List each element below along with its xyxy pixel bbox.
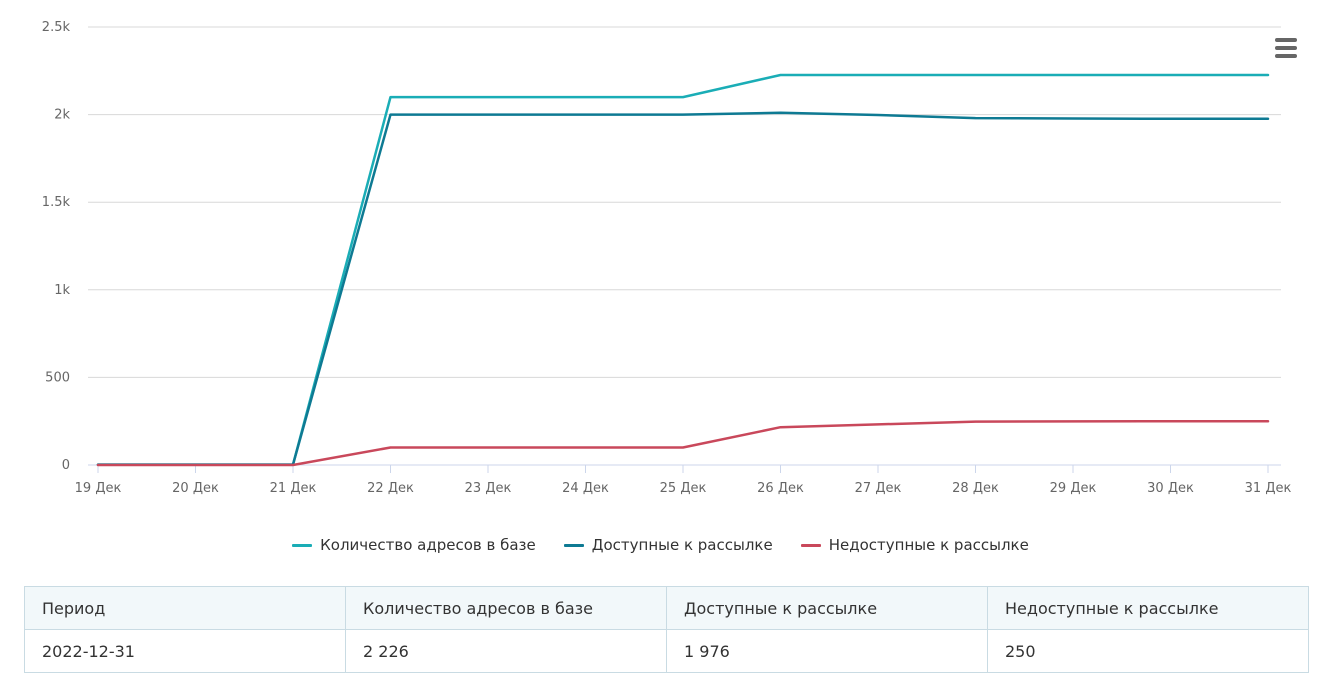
legend-label: Недоступные к рассылке <box>828 536 1029 554</box>
cell-unavailable: 250 <box>987 629 1309 673</box>
x-tick-label: 27 Дек <box>855 481 902 496</box>
chart-menu-button[interactable] <box>1272 36 1300 60</box>
x-tick-label: 28 Дек <box>952 481 999 496</box>
legend-label: Доступные к рассылке <box>591 536 773 554</box>
x-tick-label: 21 Дек <box>270 481 317 496</box>
table-header-row: Период Количество адресов в базе Доступн… <box>24 586 1309 630</box>
y-tick-label: 1k <box>54 283 70 298</box>
legend-swatch <box>292 543 313 547</box>
summary-table: Период Количество адресов в базе Доступн… <box>24 586 1309 673</box>
column-header-available: Доступные к рассылке <box>666 586 988 630</box>
x-tick-label: 19 Дек <box>75 481 122 496</box>
series-line-1 <box>96 111 1270 466</box>
x-tick-label: 20 Дек <box>172 481 219 496</box>
y-tick-label: 0 <box>62 458 70 473</box>
x-tick-label: 22 Дек <box>367 481 414 496</box>
column-header-unavailable: Недоступные к рассылке <box>987 586 1309 630</box>
chart-svg: 0 500 1k 1.5k 2k 2.5k 19 Дек 20 Дек 21 Дек 22 Дек… <box>42 20 1292 496</box>
chart-legend: Количество адресов в базе Доступные к ра… <box>0 532 1321 558</box>
hamburger-menu-icon <box>1275 38 1297 42</box>
cell-total: 2 226 <box>345 629 667 673</box>
legend-item-available[interactable]: Доступные к рассылке <box>563 536 773 554</box>
legend-swatch <box>563 543 584 547</box>
line-chart: 0 500 1k 1.5k 2k 2.5k 19 Дек 20 Дек 21 Дек 22 Дек… <box>42 20 1292 496</box>
x-tick-label: 24 Дек <box>562 481 609 496</box>
x-tick-label: 31 Дек <box>1245 481 1292 496</box>
x-tick-label: 30 Дек <box>1147 481 1194 496</box>
y-tick-label: 2k <box>54 108 70 123</box>
legend-item-unavailable[interactable]: Недоступные к рассылке <box>800 536 1029 554</box>
x-tick-label: 26 Дек <box>757 481 804 496</box>
series-line-2 <box>96 419 1270 467</box>
y-tick-label: 500 <box>45 370 70 385</box>
column-header-period: Период <box>24 586 346 630</box>
x-tick-label: 25 Дек <box>660 481 707 496</box>
cell-available: 1 976 <box>666 629 988 673</box>
legend-label: Количество адресов в базе <box>320 536 536 554</box>
legend-item-total[interactable]: Количество адресов в базе <box>292 536 536 554</box>
column-header-total: Количество адресов в базе <box>345 586 667 630</box>
cell-period: 2022-12-31 <box>24 629 346 673</box>
x-tick-label: 23 Дек <box>465 481 512 496</box>
table-row: 2022-12-31 2 226 1 976 250 <box>24 629 1309 673</box>
x-tick-label: 29 Дек <box>1050 481 1097 496</box>
series-line-0 <box>96 73 1270 466</box>
hamburger-menu-icon <box>1275 54 1297 58</box>
legend-swatch <box>800 543 821 547</box>
y-tick-label: 1.5k <box>42 195 71 210</box>
y-tick-label: 2.5k <box>42 20 71 35</box>
hamburger-menu-icon <box>1275 46 1297 50</box>
